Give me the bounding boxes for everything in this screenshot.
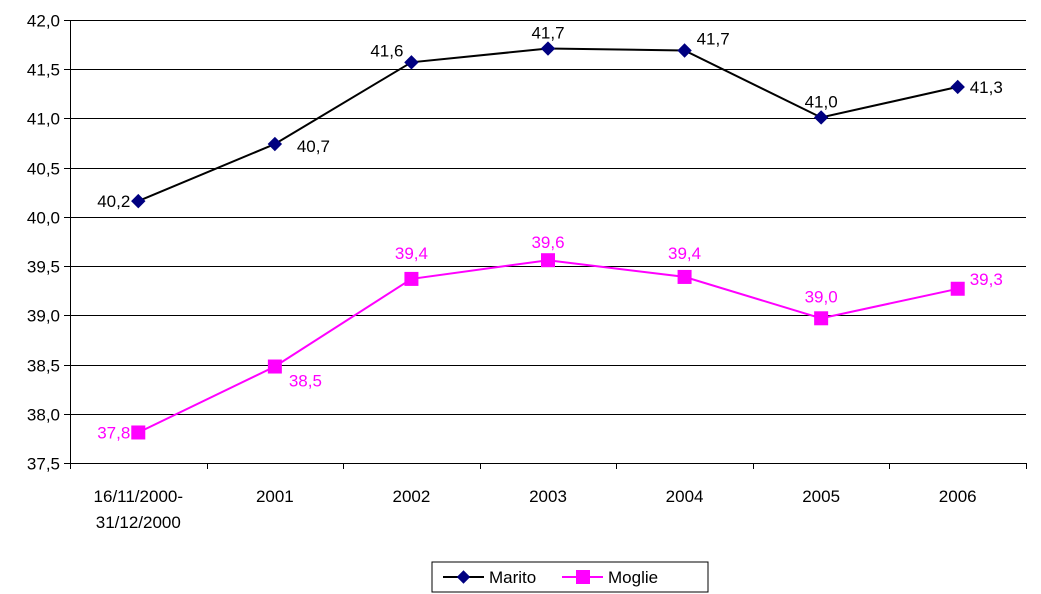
data-point-marito <box>540 41 556 56</box>
data-label-marito: 41,6 <box>370 41 403 60</box>
data-point-marito <box>813 110 829 125</box>
legend-marito-label: Marito <box>489 568 536 587</box>
x-tick-label: 2005 <box>802 487 840 506</box>
y-tick-label: 38,0 <box>27 406 60 425</box>
series <box>131 41 965 440</box>
data-label-marito: 41,3 <box>970 78 1003 97</box>
data-point-moglie <box>267 359 282 374</box>
legend: Marito Moglie <box>431 561 709 593</box>
y-tick-label: 39,0 <box>27 307 60 326</box>
x-tick-label: 2004 <box>666 487 704 506</box>
data-point-marito <box>267 136 283 152</box>
x-tick-label: 31/12/2000 <box>96 513 181 532</box>
data-point-moglie <box>404 271 419 286</box>
data-point-marito <box>677 43 692 58</box>
x-tick-label: 2006 <box>939 487 977 506</box>
x-tick-label: 2003 <box>529 487 567 506</box>
data-label-marito: 40,2 <box>97 192 130 211</box>
data-point-moglie <box>677 269 692 284</box>
data-label-moglie: 39,0 <box>805 287 838 306</box>
y-tick-label: 38,5 <box>27 357 60 376</box>
legend-moglie-marker <box>576 570 590 584</box>
y-tick-label: 41,0 <box>27 110 60 129</box>
data-point-moglie <box>131 425 146 440</box>
x-tick-label: 2001 <box>256 487 294 506</box>
data-point-moglie <box>814 311 829 326</box>
legend-moglie-label: Moglie <box>608 568 658 587</box>
y-tick-label: 40,0 <box>27 209 60 228</box>
data-labels: 40,2 40,7 41,6 41,7 41,7 41,0 41,3 37,8 38,5 39,4… <box>97 24 1003 443</box>
data-label-moglie: 37,8 <box>97 423 130 442</box>
x-tick-label: 16/11/2000- <box>94 487 183 506</box>
y-axis-tick-labels: 37,5 38,0 38,5 39,0 39,5 40,0 40,5 41,0 41,5 42,0 <box>27 12 60 474</box>
data-point-marito <box>950 79 965 95</box>
data-label-moglie: 39,4 <box>395 244 428 263</box>
x-tick-label: 2002 <box>393 487 431 506</box>
y-tick-label: 39,5 <box>27 258 60 277</box>
axes <box>64 20 1027 469</box>
data-point-marito <box>404 55 419 70</box>
data-point-moglie <box>950 281 965 296</box>
data-label-marito: 41,0 <box>805 92 838 111</box>
data-label-marito: 41,7 <box>697 30 730 49</box>
data-label-moglie: 39,4 <box>668 244 701 263</box>
y-tick-label: 40,5 <box>27 160 60 179</box>
data-label-moglie: 39,6 <box>531 233 564 252</box>
x-axis-tick-labels: 16/11/2000- 31/12/2000 2001 2002 2003 2004 200… <box>94 487 977 532</box>
y-tick-label: 42,0 <box>27 12 60 31</box>
legend-marito-marker <box>456 570 471 584</box>
data-point-moglie <box>541 253 555 268</box>
data-point-marito <box>131 193 146 209</box>
data-label-moglie: 38,5 <box>289 372 322 391</box>
data-label-marito: 41,7 <box>531 24 564 43</box>
gridlines <box>70 20 1026 415</box>
y-tick-label: 41,5 <box>27 61 60 80</box>
data-label-moglie: 39,3 <box>970 270 1003 289</box>
series-line-moglie <box>137 259 958 434</box>
data-label-marito: 40,7 <box>297 137 330 156</box>
series-line-marito <box>137 47 958 203</box>
y-tick-label: 37,5 <box>27 455 60 474</box>
